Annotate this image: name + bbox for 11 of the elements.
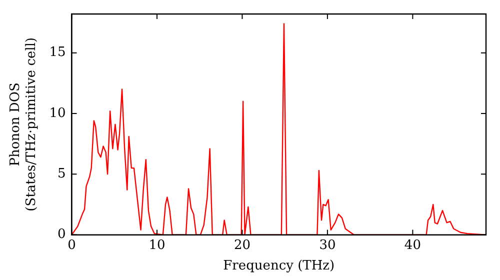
x-tick-label: 10 [148,238,166,253]
x-tick-label: 40 [404,238,421,253]
y-tick-label: 0 [57,227,66,242]
x-tick-label: 30 [319,238,336,253]
y-tick-label: 15 [49,45,66,60]
y-axis-title: Phonon DOS (States/THz·primitive cell) [8,37,39,212]
x-tick-label: 0 [68,238,76,253]
x-axis-title: Frequency (THz) [223,258,335,274]
y-tick-label: 10 [49,106,66,121]
y-tick-label: 5 [57,166,66,182]
x-tick-label: 20 [234,238,250,253]
